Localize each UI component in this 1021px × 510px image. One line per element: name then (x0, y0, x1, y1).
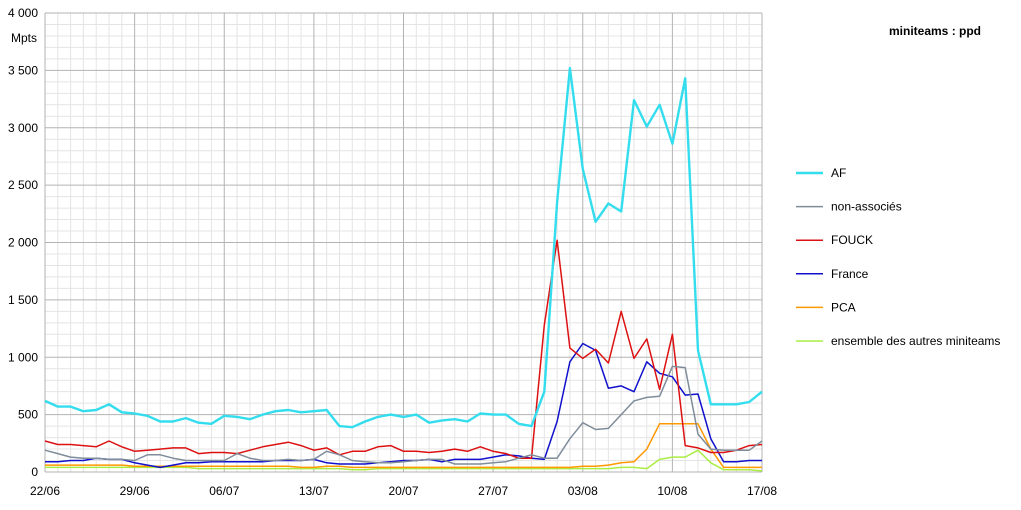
y-tick-label: 1 500 (8, 293, 38, 307)
series-lines (44, 66, 763, 472)
legend-label-pca: PCA (831, 300, 856, 314)
series-line-non-associ-s (44, 365, 763, 465)
y-tick-label: 500 (18, 408, 38, 422)
series-line-af (44, 66, 763, 429)
y-tick-label: 2 500 (8, 178, 38, 192)
y-tick-label: 0 (31, 465, 38, 479)
series-line-france (45, 342, 762, 469)
series-line-fouck (44, 239, 763, 459)
grid (44, 12, 763, 473)
y-tick-label: 1 000 (8, 350, 38, 364)
x-tick-label: 29/06 (120, 484, 150, 498)
y-tick-label: 4 000 (8, 6, 38, 20)
x-tick-label: 03/08 (568, 484, 598, 498)
y-tick-label: 3 000 (8, 121, 38, 135)
y-tick-label: 2 000 (8, 236, 38, 250)
y-tick-label: 3 500 (8, 63, 38, 77)
chart-title: miniteams : ppd (889, 24, 981, 38)
x-tick-label: 22/06 (30, 484, 60, 498)
legend-label-fouck: FOUCK (831, 233, 873, 247)
x-tick-label: 20/07 (388, 484, 418, 498)
legend-label-france: France (831, 267, 869, 281)
legend-label-ensemble-des-autres-miniteams: ensemble des autres miniteams (831, 334, 1000, 348)
x-tick-label: 10/08 (657, 484, 687, 498)
x-tick-label: 27/07 (478, 484, 508, 498)
x-tick-label: 17/08 (747, 484, 777, 498)
y-axis-ticks: 0 500 1 000 1 500 2 000 2 500 3 000 3 500 4 000 (8, 6, 38, 479)
x-tick-label: 06/07 (209, 484, 239, 498)
legend-label-af: AF (831, 166, 846, 180)
y-axis-label: Mpts (11, 31, 37, 45)
x-tick-label: 13/07 (299, 484, 329, 498)
legend-label-non-associ-s: non-associés (831, 200, 902, 214)
x-axis-ticks: 22/06 29/06 06/07 13/07 20/07 27/07 03/08 10/08… (30, 484, 777, 498)
legend: AF non-associés FOUCK France PCA ensemble des… (796, 166, 1000, 348)
series-line-ensemble-des-autres-miniteams (45, 449, 763, 472)
